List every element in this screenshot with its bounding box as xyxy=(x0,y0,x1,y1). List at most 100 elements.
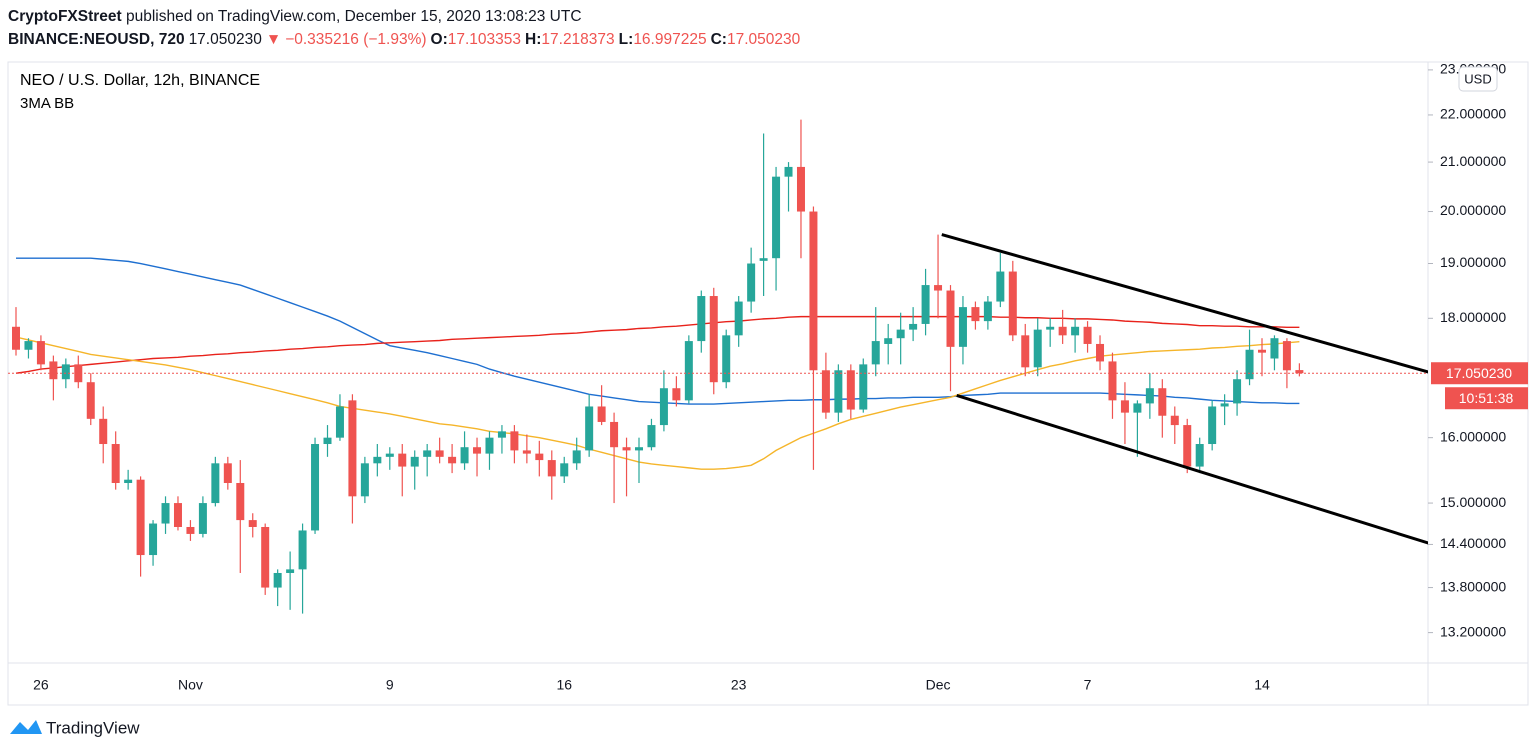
candle-body xyxy=(1270,338,1279,359)
candle-body xyxy=(186,526,195,534)
y-tick-label: 13.200000 xyxy=(1440,623,1506,639)
logo-icon xyxy=(10,720,42,734)
ma-line xyxy=(15,315,1300,374)
candle-body xyxy=(796,166,805,212)
candle-body xyxy=(24,341,33,350)
candle-body xyxy=(423,450,432,457)
candle-body xyxy=(884,338,893,344)
y-tick-label: 21.000000 xyxy=(1440,153,1506,169)
candle-body xyxy=(547,460,556,477)
candle-body xyxy=(136,479,145,556)
candle-body xyxy=(298,530,307,570)
direction: ▼ xyxy=(265,31,282,48)
candle-body xyxy=(74,364,83,383)
candle-body xyxy=(659,388,668,426)
ohlc-value: 16.997225 xyxy=(633,31,707,48)
ohlc-value: 17.218373 xyxy=(541,31,615,48)
candle-body xyxy=(996,271,1005,302)
trendline xyxy=(956,394,1428,545)
candle-body xyxy=(747,263,756,302)
candle-body xyxy=(485,437,494,454)
y-tick-label: 20.000000 xyxy=(1440,202,1506,218)
candle-body xyxy=(1158,388,1167,416)
currency: USD xyxy=(1464,71,1491,86)
candle-body xyxy=(1295,370,1304,374)
ohlc-label: L: xyxy=(618,31,634,48)
x-tick-label: Dec xyxy=(926,677,951,693)
candle-body xyxy=(1058,326,1067,336)
candle-body xyxy=(759,258,768,261)
candle-body xyxy=(111,444,120,483)
candle-body xyxy=(435,450,444,457)
plot-area xyxy=(8,119,1428,614)
x-tick-label: 7 xyxy=(1084,677,1092,693)
indicator-name: 3MA BB xyxy=(20,95,74,112)
candle-body xyxy=(560,463,569,477)
candle-body xyxy=(460,447,469,464)
candle-body xyxy=(1096,343,1105,362)
candle-body xyxy=(1233,379,1242,404)
ma-line xyxy=(16,257,1300,405)
countdown: 10:51:38 xyxy=(1459,390,1514,406)
change: −0.335216 (−1.93%) xyxy=(285,31,427,48)
x-tick-label: 16 xyxy=(556,677,572,693)
currency-badge xyxy=(1458,66,1498,92)
candle-body xyxy=(223,463,232,483)
candle-body xyxy=(1183,425,1192,467)
candle-body xyxy=(572,450,581,464)
candle-body xyxy=(161,503,170,524)
candle-body xyxy=(647,425,656,448)
y-tick-label: 15.000000 xyxy=(1440,494,1506,510)
candle-body xyxy=(448,456,457,464)
candle-body xyxy=(709,296,718,383)
published: published on TradingView.com, December 1… xyxy=(126,8,582,25)
candle-body xyxy=(983,301,992,322)
ohlc-label: O: xyxy=(430,31,448,48)
candle-body xyxy=(1071,326,1080,336)
header-line: CryptoFXStreet published on TradingView.… xyxy=(8,5,800,28)
candle-body xyxy=(1021,335,1030,368)
candle-body xyxy=(958,307,967,347)
candle-body xyxy=(1258,349,1266,353)
candle-body xyxy=(286,569,295,573)
ohlc-label: C: xyxy=(710,31,727,48)
candle-body xyxy=(173,503,182,527)
candle-body xyxy=(236,482,245,521)
x-tick-label: 14 xyxy=(1254,677,1270,693)
ohlc-label: H: xyxy=(525,31,542,48)
candle-body xyxy=(846,370,855,410)
candle-body xyxy=(934,285,943,291)
chart-frame xyxy=(7,61,1529,706)
candle-body xyxy=(1220,403,1229,407)
candle-body xyxy=(1083,326,1092,344)
candle-body xyxy=(722,335,731,383)
candle-body xyxy=(1282,341,1291,371)
symbol: BINANCE:NEOUSD, 720 xyxy=(8,31,185,48)
y-tick-label: 13.800000 xyxy=(1440,578,1506,594)
candle-body xyxy=(859,364,868,410)
candle-body xyxy=(535,453,544,461)
candle-body xyxy=(360,463,369,497)
candle-body xyxy=(522,450,531,454)
candle-body xyxy=(149,523,158,556)
candle-body xyxy=(909,323,918,330)
candle-body xyxy=(1195,444,1204,467)
candle-body xyxy=(1033,329,1042,368)
brand-logo[interactable]: TradingView xyxy=(10,718,140,737)
candle-body xyxy=(1208,406,1217,445)
candle-body xyxy=(684,341,693,401)
candle-body xyxy=(61,364,70,380)
author[interactable]: CryptoFXStreet xyxy=(8,8,122,25)
candle-body xyxy=(821,370,830,413)
candle-body xyxy=(198,503,207,534)
candle-body xyxy=(12,326,20,350)
brand-name: TradingView xyxy=(46,718,140,737)
candle-body xyxy=(610,421,619,448)
candle-body xyxy=(1145,388,1154,404)
candle-body xyxy=(809,211,818,371)
candle-body xyxy=(1120,400,1129,413)
symbol-line: BINANCE:NEOUSD, 720 17.050230 ▼ −0.335216 (… xyxy=(8,28,800,51)
candle-body xyxy=(36,341,45,365)
candle-body xyxy=(1133,403,1142,413)
candle-body xyxy=(410,456,419,467)
